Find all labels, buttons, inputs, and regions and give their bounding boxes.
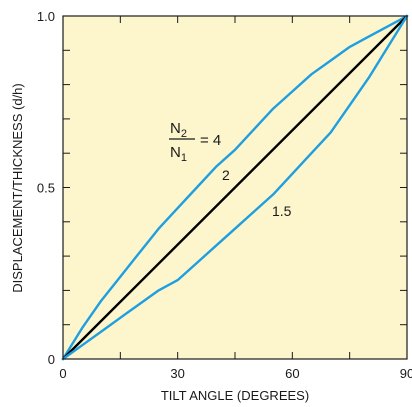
y-axis-label: DISPLACEMENT/THICKNESS (d/h) <box>10 83 25 293</box>
y-tick-label: 0.5 <box>37 181 55 196</box>
series-line-1-5 <box>61 14 409 361</box>
x-tick-label: 30 <box>170 366 184 381</box>
curve-label-1-5: 1.5 <box>272 203 292 219</box>
series-line-2 <box>61 14 409 361</box>
ratio-value-4: = 4 <box>200 132 221 149</box>
ratio-numerator: N2 <box>170 120 187 140</box>
plot-frame <box>62 15 408 360</box>
x-axis-label: TILT ANGLE (DEGREES) <box>161 388 309 403</box>
x-tick-label: 60 <box>285 366 299 381</box>
ratio-denominator: N1 <box>170 144 187 164</box>
curve-label-2: 2 <box>222 167 230 183</box>
series-line-4 <box>61 14 409 361</box>
y-tick-label: 1.0 <box>37 9 55 24</box>
x-tick-label: 90 <box>400 366 412 381</box>
ratio-annotation: N2 N1 = 4 <box>169 120 221 164</box>
x-tick-label: 0 <box>59 366 66 381</box>
y-tick-label: 0 <box>48 352 55 367</box>
tick-labels: 0 30 60 90 0 0.5 1.0 <box>37 9 412 381</box>
chart-series <box>61 14 409 361</box>
